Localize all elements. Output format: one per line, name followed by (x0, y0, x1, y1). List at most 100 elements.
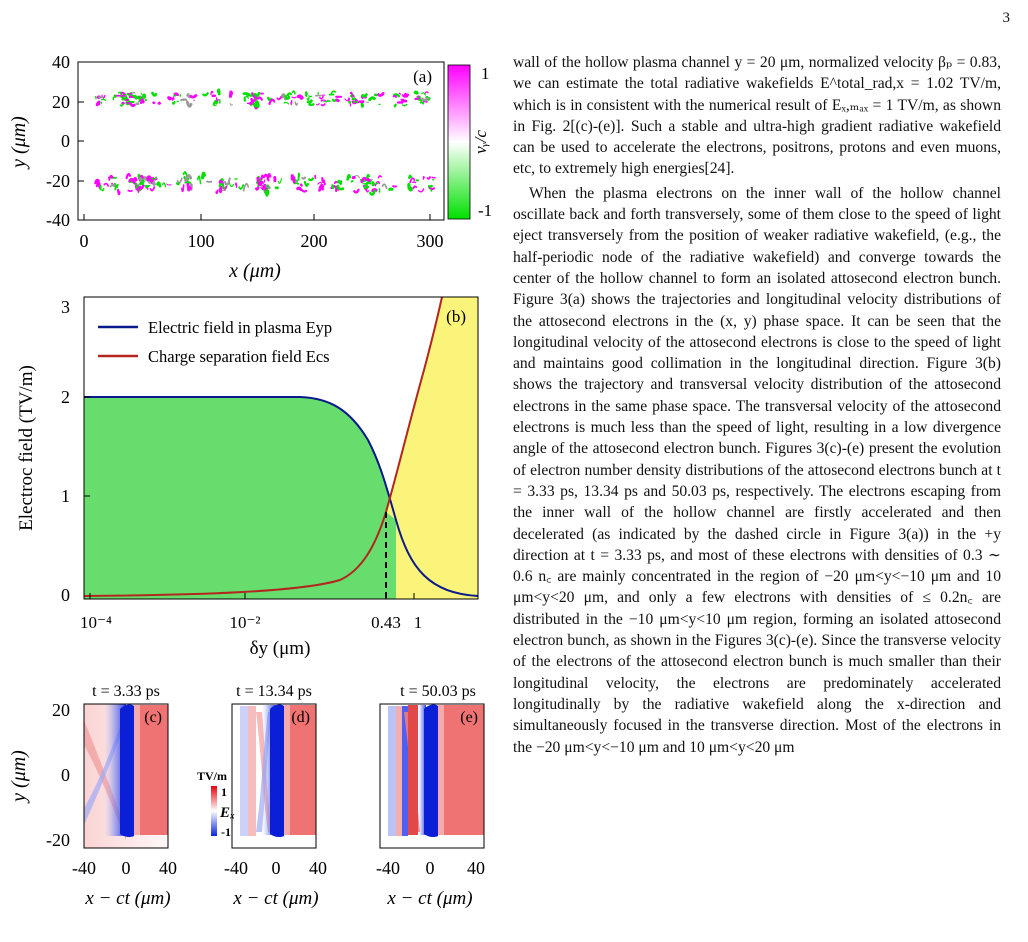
trajectory-stroke (95, 183, 101, 190)
trajectory-stroke (148, 175, 155, 183)
y-axis-label: Electroc field (TV/m) (16, 365, 37, 531)
trajectory-stroke (101, 98, 107, 101)
y-tick: 20 (52, 92, 70, 112)
trajectory-stroke (318, 186, 325, 192)
trajectory-stroke (286, 92, 292, 97)
trajectory-stroke (428, 186, 436, 191)
figure-3: 40 20 0 -20 -40 0 100 200 300 x (μm) y (… (8, 52, 492, 909)
page-number: 3 (1002, 10, 1011, 26)
trajectory-stroke (238, 184, 245, 190)
trajectory-stroke (418, 188, 425, 193)
trajectory-stroke (260, 174, 264, 181)
trajectory-stroke (393, 103, 397, 108)
trajectory-stroke (401, 94, 409, 98)
x-tick: 40 (309, 858, 327, 878)
trajectory-stroke (117, 188, 121, 196)
plasma-field-line (84, 396, 479, 597)
trajectory-stroke (247, 93, 253, 97)
trajectory-stroke (320, 103, 326, 107)
trajectory-stroke (151, 176, 158, 180)
trajectory-stroke (223, 177, 231, 186)
trajectory-stroke (363, 184, 370, 190)
trajectory-stroke (255, 186, 260, 191)
trajectory-stroke (334, 98, 340, 103)
trajectory-stroke (306, 99, 313, 104)
x-axis-label: x − ct (μm) (386, 888, 472, 909)
trajectory-stroke (125, 172, 132, 180)
trajectory-stroke (100, 101, 103, 104)
trajectory-stroke (215, 97, 219, 102)
panel-d: t = 13.34 ps (d) (231, 683, 317, 849)
trajectory-stroke (136, 186, 143, 191)
trajectory-stroke (366, 178, 371, 183)
trajectory-stroke (331, 184, 335, 190)
plasma-field-fill (84, 397, 478, 599)
trajectory-stroke (134, 95, 138, 100)
trajectory-stroke (202, 92, 209, 97)
trajectory-stroke (299, 183, 303, 187)
trajectory-stroke (166, 183, 172, 186)
trajectory-stroke (374, 181, 381, 187)
panel-a: 40 20 0 -20 -40 0 100 200 300 x (μm) y (… (8, 52, 492, 282)
y-tick: 40 (52, 52, 70, 72)
trajectory-stroke (265, 189, 270, 197)
y-tick: 2 (61, 387, 70, 407)
x-tick: 10⁻⁴ (80, 613, 112, 632)
x-axis-label: x − ct (μm) (232, 888, 318, 909)
trajectory-stroke (151, 91, 158, 97)
trajectory-stroke (262, 173, 270, 182)
x-tick: -40 (72, 858, 96, 878)
trajectory-stroke (321, 177, 325, 184)
trajectory-stroke (371, 188, 378, 193)
colorbar (211, 786, 217, 836)
panel-c: t = 3.33 ps (c) (83, 683, 169, 849)
trajectory-stroke (295, 176, 300, 183)
panel-e: t = 50.03 ps (e) (379, 683, 485, 849)
x-tick: 0 (122, 858, 131, 878)
trajectory-stroke (137, 173, 141, 180)
trajectory-plot (94, 88, 436, 197)
trajectory-stroke (304, 91, 308, 95)
trajectory-stroke (252, 94, 256, 100)
trajectory-stroke (128, 177, 136, 185)
trajectory-stroke (308, 95, 313, 98)
trajectory-stroke (317, 181, 323, 185)
x-axis-label: x − ct (μm) (84, 888, 170, 909)
colorbar-tick: -1 (478, 201, 492, 220)
trajectory-stroke (333, 180, 338, 185)
x-tick: 0 (80, 231, 89, 251)
x-tick: 300 (417, 231, 444, 251)
panels-cde-axes: 20 0 -20 y (μm) -40 0 40 -40 0 40 -40 0 … (8, 700, 485, 909)
trajectory-stroke (351, 94, 355, 98)
charge-separation-line (83, 296, 443, 597)
paragraph: wall of the hollow plasma channel y = 20… (513, 54, 1001, 178)
trajectory-stroke (422, 175, 425, 180)
trajectory-stroke (95, 101, 101, 107)
colorbar-unit: TV/m (197, 769, 227, 783)
y-tick: -20 (46, 830, 70, 850)
colorbar-label: vᵧ/c (471, 130, 490, 154)
trajectory-stroke (212, 104, 217, 107)
x-tick: 1 (414, 613, 423, 632)
trajectory-stroke (210, 90, 214, 95)
x-tick: 0 (426, 858, 435, 878)
trajectory-stroke (180, 98, 188, 102)
panel-title: t = 50.03 ps (400, 683, 476, 700)
trajectory-stroke (369, 189, 376, 196)
trajectory-stroke (330, 90, 337, 95)
trajectory-stroke (250, 99, 255, 106)
trajectory-stroke (339, 180, 343, 185)
trajectory-stroke (308, 103, 315, 107)
trajectory-stroke (228, 90, 233, 98)
trajectory-stroke (337, 179, 341, 185)
trajectory-stroke (162, 182, 167, 188)
trajectory-stroke (416, 96, 422, 98)
trajectory-stroke (142, 95, 147, 99)
y-tick: 0 (61, 131, 70, 151)
trajectory-stroke (413, 90, 419, 95)
trajectory-stroke (366, 173, 370, 179)
trajectory-stroke (308, 177, 315, 182)
x-axis-label: δy (μm) (250, 638, 311, 659)
trajectory-stroke (401, 103, 408, 107)
trajectory-stroke (235, 182, 238, 188)
